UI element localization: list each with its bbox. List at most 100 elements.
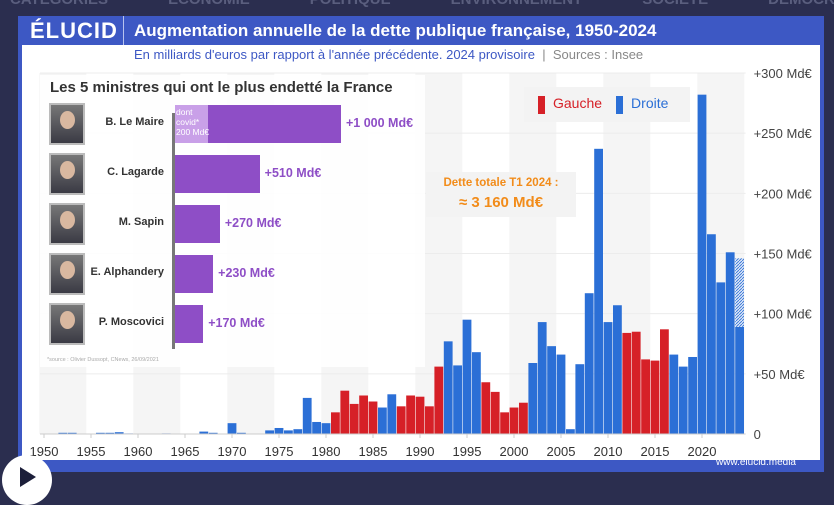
bar-1996	[472, 352, 481, 434]
nav-item[interactable]: ENVIRONNEMENT	[451, 0, 583, 11]
minister-bar	[175, 255, 213, 293]
bar-2003	[538, 322, 547, 434]
x-tick-label: 2015	[641, 444, 670, 459]
bar-1990	[416, 397, 425, 434]
bar-2015	[651, 361, 660, 434]
chart-area: En milliards d'euros par rapport à l'ann…	[22, 45, 820, 460]
bar-1984	[359, 395, 368, 434]
bar-2004	[547, 346, 556, 434]
minister-name: M. Sapin	[119, 216, 164, 228]
bar-1999	[500, 412, 509, 434]
chart-title: Augmentation annuelle de la dette publiq…	[124, 21, 656, 41]
bar-2008	[585, 293, 594, 434]
bar-2013	[632, 332, 641, 434]
x-tick-label: 1985	[359, 444, 388, 459]
bar-2019	[688, 357, 697, 434]
y-tick-label: +50 Md€	[754, 367, 806, 382]
bar-2021	[707, 234, 716, 434]
bar-1983	[350, 404, 359, 434]
minister-name: E. Alphandery	[90, 266, 164, 278]
bar-1994	[453, 365, 462, 434]
minister-photo	[49, 303, 85, 345]
nav-item[interactable]: SOCIÉTÉ	[642, 0, 708, 11]
nav-item[interactable]: DÉMOCRATIE	[768, 0, 834, 11]
play-button[interactable]	[2, 455, 52, 505]
y-tick-label: +250 Md€	[754, 126, 813, 141]
x-tick-label: 1995	[453, 444, 482, 459]
minister-row: C. Lagarde +510 Md€	[40, 153, 425, 197]
bar-1979	[312, 422, 321, 434]
bar-1981	[331, 412, 340, 434]
bar-1995	[463, 320, 472, 434]
x-tick-label: 1965	[171, 444, 200, 459]
bar-2014	[641, 359, 650, 434]
top-nav: CATÉGORIES ÉCONOMIE POLITIQUE ENVIRONNEMENT…	[0, 0, 834, 11]
bar-2022	[716, 282, 725, 434]
minister-row: E. Alphandery +230 Md€	[40, 253, 425, 297]
bar-1992	[434, 367, 443, 434]
bar-2002	[528, 363, 537, 434]
bar-2012	[622, 333, 631, 434]
minister-name: B. Le Maire	[105, 116, 164, 128]
nav-item[interactable]: CATÉGORIES	[10, 0, 108, 11]
bar-2016	[660, 329, 669, 434]
bar-2020	[698, 95, 707, 434]
bar-2007	[575, 364, 584, 434]
minister-photo	[49, 253, 85, 295]
nav-item[interactable]: POLITIQUE	[310, 0, 391, 11]
y-tick-label: +100 Md€	[754, 307, 813, 322]
annotation-value: ≈ 3 160 Md€	[426, 194, 576, 211]
minister-row: P. Moscovici +170 Md€	[40, 303, 425, 347]
legend-droite: Droite	[616, 95, 668, 113]
bar-1977	[293, 429, 302, 434]
x-tick-label: 1975	[265, 444, 294, 459]
minister-bar	[175, 205, 220, 243]
y-tick-label: 0	[754, 427, 761, 442]
minister-name: P. Moscovici	[99, 316, 164, 328]
bar-2010	[604, 322, 613, 434]
bar-1975	[275, 428, 284, 434]
bar-1974	[265, 430, 274, 434]
y-tick-label: +300 Md€	[754, 66, 813, 81]
x-tick-label: 2000	[500, 444, 529, 459]
covid-label: dont	[176, 107, 207, 117]
minister-value: +170 Md€	[208, 316, 265, 330]
minister-row: M. Sapin +270 Md€	[40, 203, 425, 247]
source-note: *source : Olivier Dussopt, CNews, 26/09/…	[47, 357, 159, 363]
ministers-panel: Les 5 ministres qui ont le plus endetté …	[40, 75, 425, 367]
total-debt-annotation: Dette totale T1 2024 : ≈ 3 160 Md€	[426, 172, 576, 217]
x-tick-label: 1990	[406, 444, 435, 459]
bar-2000	[510, 408, 519, 434]
legend: Gauche Droite	[524, 87, 690, 122]
bar-1978	[303, 398, 312, 434]
bar-2023	[726, 252, 735, 434]
minister-value: +1 000 Md€	[346, 116, 413, 130]
bar-1991	[425, 406, 434, 434]
bar-2018	[679, 367, 688, 434]
bar-2024	[735, 327, 744, 434]
annotation-label: Dette totale T1 2024 :	[426, 177, 576, 189]
logo: ÉLUCID	[18, 16, 124, 45]
minister-photo	[49, 203, 85, 245]
minister-name: C. Lagarde	[107, 166, 164, 178]
x-tick-label: 2010	[594, 444, 623, 459]
covid-label: 200 Md€	[176, 127, 207, 137]
chart-card: ÉLUCID Augmentation annuelle de la dette…	[18, 16, 824, 472]
bar-1980	[322, 423, 331, 434]
bar-provisional-2024	[735, 258, 744, 327]
y-tick-label: +150 Md€	[754, 247, 813, 262]
bar-1982	[340, 391, 349, 434]
x-tick-label: 1960	[124, 444, 153, 459]
footer-url[interactable]: www.elucid.media	[716, 457, 796, 468]
bar-2006	[566, 429, 575, 434]
y-tick-label: +200 Md€	[754, 186, 813, 201]
bar-1997	[481, 382, 490, 434]
bar-1988	[397, 406, 406, 434]
ministers-title: Les 5 ministres qui ont le plus endetté …	[50, 79, 393, 96]
x-tick-label: 1980	[312, 444, 341, 459]
legend-gauche: Gauche	[538, 95, 602, 113]
nav-item[interactable]: ÉCONOMIE	[168, 0, 250, 11]
bar-1993	[444, 341, 453, 434]
